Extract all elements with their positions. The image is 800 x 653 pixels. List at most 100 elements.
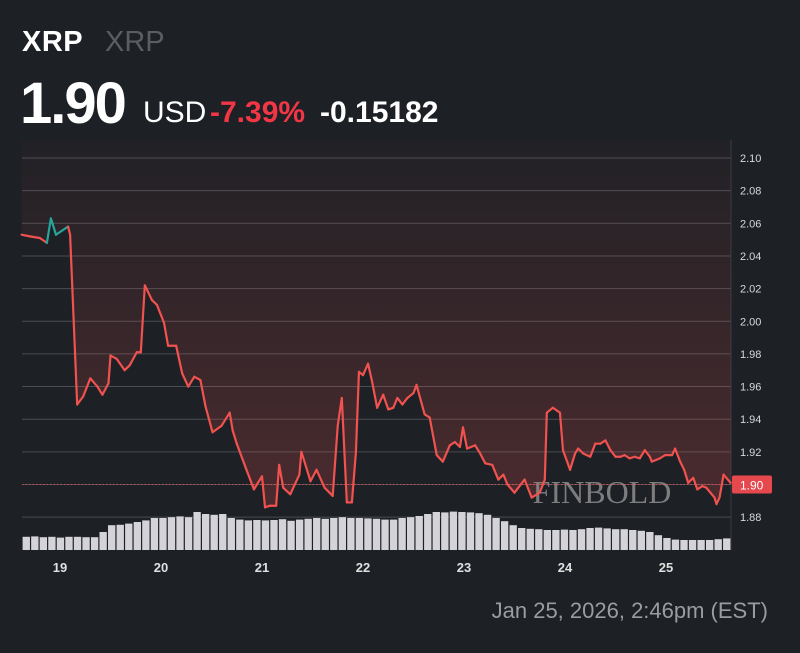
volume-bar: [22, 536, 30, 550]
y-tick-label: 1.92: [740, 447, 761, 459]
price-line-segment: [187, 375, 196, 388]
volume-bar: [629, 530, 637, 550]
last-price-badge: [732, 475, 772, 494]
price-line-segment: [128, 351, 138, 367]
price-line-segment: [558, 411, 565, 452]
price-line-segment: [396, 396, 404, 406]
volume-bar: [321, 518, 329, 550]
volume-bar: [535, 529, 543, 550]
last-price-label: 1.90: [740, 479, 764, 493]
price-line-segment: [38, 236, 48, 244]
y-tick-label: 1.96: [740, 382, 761, 394]
price-line-segment: [577, 447, 585, 455]
price-line-segment: [20, 233, 31, 238]
volume-bar: [261, 520, 270, 550]
volume-bar: [372, 518, 381, 550]
price-line-segment: [382, 393, 390, 411]
price-line-segment: [401, 396, 409, 406]
price-line-segment: [282, 486, 292, 496]
price-line-segment: [502, 473, 509, 486]
price-line-segment: [692, 476, 699, 491]
price-line-segment: [609, 449, 617, 458]
volume-bar: [82, 537, 90, 550]
volume-bar: [330, 518, 338, 550]
volume-bar: [159, 518, 167, 550]
volume-bar: [364, 518, 372, 550]
price-line-segment: [604, 439, 612, 452]
volume-bar: [253, 520, 261, 550]
price-line-segment: [474, 444, 482, 455]
price-line-segment: [244, 467, 256, 491]
volume-bar: [441, 512, 449, 550]
volume-bar: [184, 517, 193, 550]
volume-bar: [671, 539, 680, 550]
volume-bar: [424, 514, 432, 550]
price-line-segment: [45, 217, 53, 244]
price-line-segment: [650, 457, 662, 463]
volume-bar: [637, 530, 645, 550]
price-line-segment: [589, 442, 597, 458]
price-line-segment: [361, 362, 370, 377]
price-line-segment: [235, 442, 247, 470]
volume-bar: [219, 514, 227, 550]
change-absolute: -0.15182: [320, 96, 439, 129]
price-line-segment: [582, 452, 592, 458]
price-line-segment: [538, 478, 546, 494]
price-line-segment: [513, 478, 526, 494]
price-line-segment: [484, 462, 494, 467]
price-line-segment: [211, 424, 223, 434]
volume-bar: [646, 532, 654, 550]
volume-bar: [654, 535, 663, 550]
x-tick-label: 22: [356, 560, 370, 575]
volume-bar: [697, 540, 705, 550]
volume-bar: [594, 527, 603, 550]
y-tick-label: 2.04: [740, 251, 761, 263]
volume-bar: [723, 538, 731, 550]
volume-bar: [73, 536, 82, 550]
price-line-segment: [220, 411, 231, 427]
volume-bar: [663, 538, 671, 550]
volume-bar: [193, 512, 201, 550]
volume-bar: [492, 518, 500, 550]
price-line-segment: [435, 454, 444, 463]
price-line-segment: [101, 382, 110, 396]
price-line-segment: [231, 429, 238, 445]
volume-bar: [167, 517, 176, 550]
price-line-segment: [76, 395, 85, 406]
volume-bar: [338, 517, 347, 550]
volume-bar: [304, 518, 312, 550]
price-line-segment: [96, 385, 104, 396]
price-line-segment: [718, 473, 725, 499]
symbol-ticker: XRP: [22, 26, 84, 58]
volume-bar: [569, 530, 577, 550]
volume-bar: [586, 528, 594, 550]
price-line-segment: [109, 354, 118, 360]
price-line-segment: [260, 475, 267, 509]
price-line-segment: [123, 364, 131, 372]
price-line-segment: [441, 444, 451, 463]
volume-bar: [415, 516, 423, 550]
volume-bar: [142, 520, 150, 550]
price-line-segment: [68, 233, 79, 406]
volume-bar: [90, 537, 99, 550]
y-tick-label: 1.94: [740, 414, 761, 426]
price-area-fill: [21, 140, 731, 508]
y-tick-label: 2.06: [740, 218, 761, 230]
price-line-segment: [252, 475, 264, 491]
price-line-segment: [54, 225, 70, 236]
price-line-segment: [638, 449, 646, 460]
volume-bar: [295, 519, 304, 550]
price-line-segment: [162, 321, 170, 347]
price-line-segment: [354, 370, 361, 453]
price-line-segment: [679, 460, 686, 471]
price-line-segment: [428, 416, 438, 457]
price-line-segment: [155, 303, 166, 324]
volume-bar: [389, 519, 398, 550]
price-line-segment: [193, 375, 202, 382]
volume-bar: [560, 529, 569, 550]
volume-bar: [99, 532, 107, 550]
price-line-segment: [199, 378, 207, 408]
change-percent: -7.39%: [210, 96, 306, 129]
price-line-segment: [150, 298, 159, 307]
volume-bar: [270, 520, 278, 550]
